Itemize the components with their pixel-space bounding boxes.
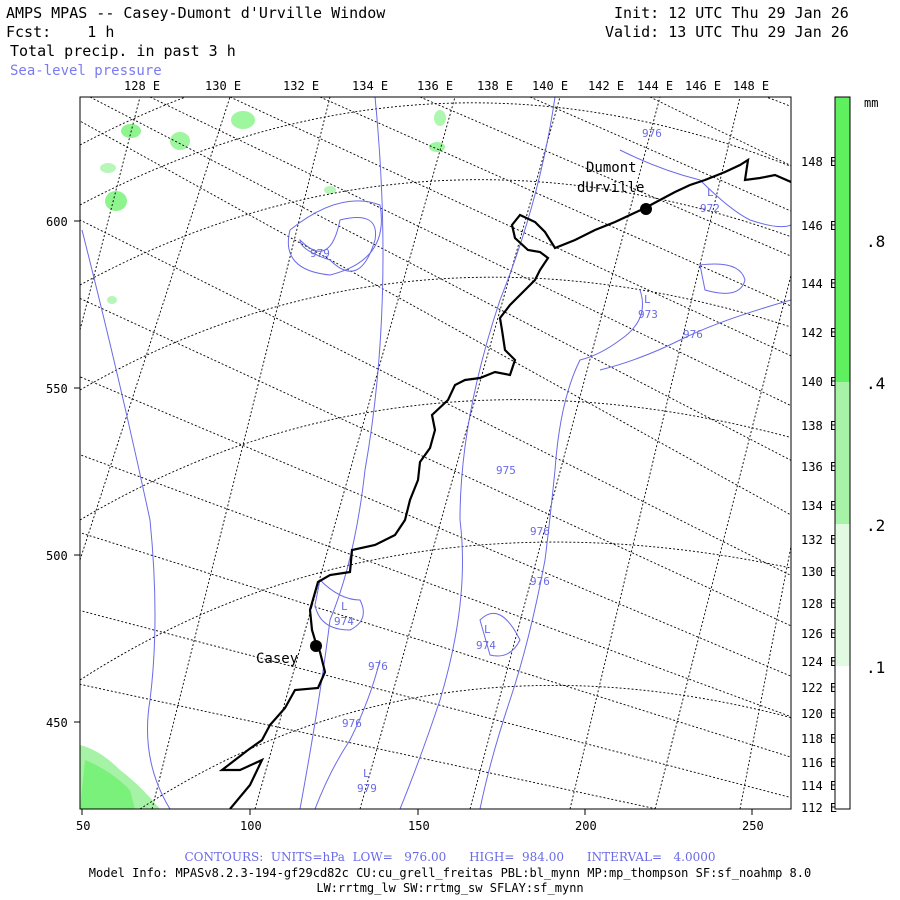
lon-label: 140 E [801, 375, 837, 389]
durville-label: dUrville [577, 180, 644, 196]
lon-label: 148 E [801, 155, 837, 169]
lon-label: 146 E [801, 219, 837, 233]
x-tick-label: 50 [76, 819, 90, 833]
lon-label: 134 E [352, 79, 388, 93]
contour-label: 979 [310, 247, 330, 260]
low-marker: L [707, 186, 714, 199]
legend-tick: .8 [866, 232, 885, 251]
contour-label: 974 [476, 639, 496, 652]
contour-label: 974 [334, 615, 354, 628]
casey-marker [310, 640, 322, 652]
top-lon-labels: 128 E 130 E 132 E 134 E 136 E 138 E 140 … [124, 79, 769, 93]
y-tick-label: 600 [46, 215, 68, 229]
low-marker: L [484, 623, 491, 636]
lon-label: 148 E [733, 79, 769, 93]
model-info-line2: LW:rrtmg_lw SW:rrtmg_sw SFLAY:sf_mynn [316, 881, 584, 895]
lon-label: 142 E [588, 79, 624, 93]
lon-label: 118 E [801, 732, 837, 746]
valid-time: Valid: 13 UTC Thu 29 Jan 26 [605, 23, 849, 41]
x-axis-ticks: 50 100 150 200 250 [76, 809, 764, 833]
low-marker: L [363, 767, 370, 780]
legend-swatch [835, 97, 850, 240]
lon-label: 130 E [205, 79, 241, 93]
lon-label: 128 E [124, 79, 160, 93]
dumont-durville-marker [640, 203, 652, 215]
legend-swatch [835, 524, 850, 666]
lon-label: 120 E [801, 707, 837, 721]
low-markers: L L L L L [341, 186, 714, 780]
lon-label: 134 E [801, 499, 837, 513]
y-tick-label: 450 [46, 716, 68, 730]
contours-info: CONTOURS: UNITS=hPa LOW= 976.00 HIGH= 98… [184, 850, 716, 864]
x-tick-label: 100 [240, 819, 262, 833]
model-info-line1: Model Info: MPASv8.2.3-194-gf29cd82c CU:… [88, 866, 812, 880]
contour-label: 976 [368, 660, 388, 673]
map-frame [79, 96, 792, 810]
dumont-label: Dumont [586, 160, 637, 176]
lon-label: 144 E [801, 277, 837, 291]
lon-label: 126 E [801, 627, 837, 641]
lon-label: 128 E [801, 597, 837, 611]
meridian-lines [80, 97, 791, 809]
lon-label: 132 E [283, 79, 319, 93]
casey-label: Casey [256, 651, 298, 667]
pressure-contours [81, 97, 791, 809]
low-marker: L [341, 600, 348, 613]
lon-label: 112 E [801, 801, 837, 815]
lon-label: 116 E [801, 756, 837, 770]
legend-tick: .2 [866, 516, 885, 535]
init-time: Init: 12 UTC Thu 29 Jan 26 [614, 4, 849, 22]
contour-label: 973 [638, 308, 658, 321]
contour-label: 976 [530, 525, 550, 538]
map-title: AMPS MPAS -- Casey-Dumont d'Urville Wind… [6, 4, 386, 22]
precip-legend: mm .8 .4 .2 .1 [834, 96, 885, 810]
contour-labels: 976 972 979 973 976 975 976 976 974 974 … [310, 127, 720, 795]
lon-label: 142 E [801, 326, 837, 340]
legend-swatch [835, 382, 850, 524]
contour-label: 972 [700, 202, 720, 215]
lon-label: 130 E [801, 565, 837, 579]
contour-label: 976 [342, 717, 362, 730]
right-lon-labels: 148 E 146 E 144 E 142 E 140 E 138 E 136 … [801, 155, 837, 815]
precip-shading [80, 110, 446, 809]
lon-label: 136 E [801, 460, 837, 474]
low-marker: L [644, 293, 651, 306]
contour-label: 976 [530, 575, 550, 588]
x-tick-label: 250 [742, 819, 764, 833]
x-tick-label: 200 [575, 819, 597, 833]
legend-swatch [835, 240, 850, 382]
lon-label: 132 E [801, 533, 837, 547]
lon-label: 114 E [801, 779, 837, 793]
forecast-hour: Fcst: 1 h [6, 23, 115, 41]
lon-label: 138 E [801, 419, 837, 433]
lon-label: 124 E [801, 655, 837, 669]
legend-units: mm [864, 96, 878, 110]
legend-tick: .1 [866, 658, 885, 677]
lon-label: 136 E [417, 79, 453, 93]
legend-tick: .4 [866, 374, 885, 393]
lon-label: 138 E [477, 79, 513, 93]
lon-label: 144 E [637, 79, 673, 93]
y-tick-label: 550 [46, 382, 68, 396]
contour-label: 976 [683, 328, 703, 341]
contour-label: 975 [496, 464, 516, 477]
x-tick-label: 150 [408, 819, 430, 833]
map-area: 976 972 979 973 976 975 976 976 974 974 … [80, 97, 791, 809]
overlay-label: Sea-level pressure [10, 63, 162, 79]
field-label: Total precip. in past 3 h [10, 42, 236, 60]
legend-swatch [835, 666, 850, 809]
lon-label: 122 E [801, 681, 837, 695]
lon-label: 146 E [685, 79, 721, 93]
longitude-lines [80, 97, 791, 809]
y-tick-label: 500 [46, 549, 68, 563]
contour-label: 979 [357, 782, 377, 795]
lon-label: 140 E [532, 79, 568, 93]
y-axis-ticks: 600 550 500 450 [46, 215, 80, 730]
contour-label: 976 [642, 127, 662, 140]
